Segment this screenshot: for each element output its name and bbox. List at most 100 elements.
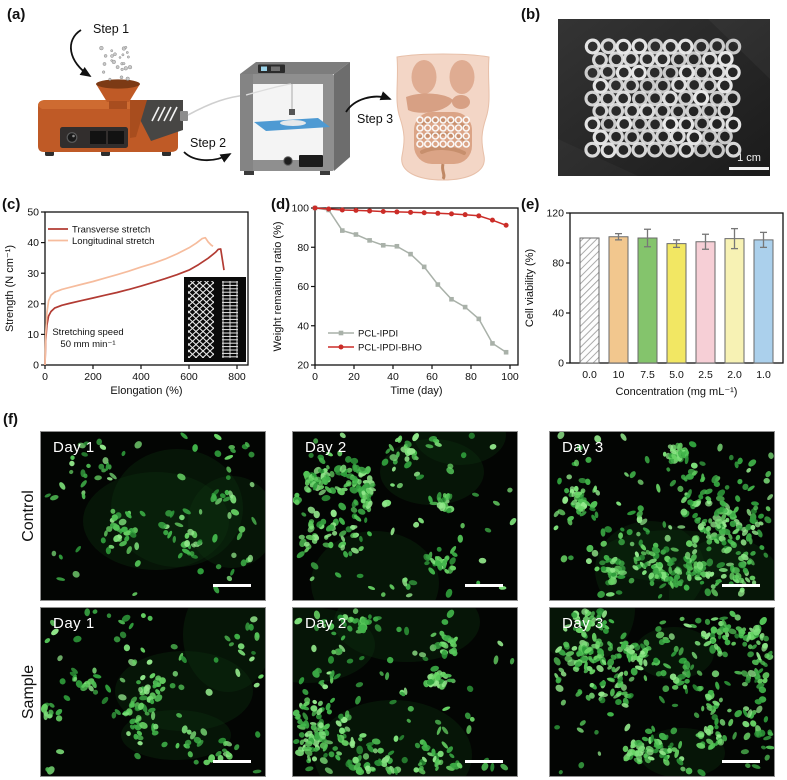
step2-arrow xyxy=(183,151,232,163)
row-label-control: Control xyxy=(20,490,37,542)
svg-text:10: 10 xyxy=(27,329,39,341)
extruder-illustration xyxy=(38,45,188,156)
step1-label: Step 1 xyxy=(93,22,130,36)
legend-entry: PCL-IPDI-BHO xyxy=(358,342,422,353)
micrograph-control-day1: Day 1 xyxy=(40,431,266,601)
svg-text:600: 600 xyxy=(180,371,198,383)
cell-viability-chart: 0 40 80 120 Concentration (mg mL⁻¹) Cell viab… xyxy=(524,208,784,398)
micrograph-scale-bar xyxy=(465,584,503,587)
micrograph-cells xyxy=(550,608,774,776)
y-axis-label: Weight remaining ratio (%) xyxy=(272,221,284,351)
micrograph-control-day3: Day 3 xyxy=(549,431,775,601)
printer-illustration xyxy=(240,62,350,175)
svg-text:0: 0 xyxy=(33,360,39,372)
legend-entry: Transverse stretch xyxy=(72,224,150,235)
svg-text:50: 50 xyxy=(27,207,39,219)
panel-e-label: (e) xyxy=(521,196,540,213)
bar-1.0 xyxy=(753,239,774,364)
micrograph-cells xyxy=(293,608,517,776)
pellet-stream xyxy=(99,45,133,81)
bar-0.0 xyxy=(579,237,600,364)
micrograph-scale-bar xyxy=(213,584,251,587)
hopper xyxy=(96,84,140,102)
legend-entry: Longitudinal stretch xyxy=(72,236,154,247)
panel-d-label: (d) xyxy=(271,196,291,213)
micrograph-sample-day2: Day 2 xyxy=(292,607,518,777)
body-illustration xyxy=(396,53,490,181)
category-label: 2.0 xyxy=(727,369,742,381)
bar-2.0 xyxy=(724,238,745,364)
svg-text:0: 0 xyxy=(558,358,564,370)
row-label-sample: Sample xyxy=(20,664,37,720)
svg-text:200: 200 xyxy=(84,371,102,383)
fabrication-schematic xyxy=(38,29,490,181)
micrograph-cells xyxy=(293,432,517,600)
category-label: 0.0 xyxy=(582,369,597,381)
printer-button xyxy=(283,156,293,166)
svg-text:20: 20 xyxy=(27,298,39,310)
day-label: Day 2 xyxy=(305,615,347,632)
extruder-knob xyxy=(66,132,78,143)
svg-text:20: 20 xyxy=(348,371,360,383)
svg-text:80: 80 xyxy=(465,371,477,383)
svg-text:40: 40 xyxy=(27,237,39,249)
implanted-mesh xyxy=(416,116,471,148)
micrograph-scale-bar xyxy=(722,760,760,763)
micrograph-sample-day1: Day 1 xyxy=(40,607,266,777)
micrograph-control-day2: Day 2 xyxy=(292,431,518,601)
step3-label: Step 3 xyxy=(357,112,394,126)
svg-text:120: 120 xyxy=(546,208,564,220)
scaffold-photo xyxy=(558,19,770,176)
svg-text:40: 40 xyxy=(387,371,399,383)
day-label: Day 1 xyxy=(53,439,95,456)
svg-text:0: 0 xyxy=(42,371,48,383)
svg-text:20: 20 xyxy=(297,360,309,372)
svg-text:800: 800 xyxy=(228,371,246,383)
x-axis-label: Elongation (%) xyxy=(110,385,182,397)
category-label: 7.5 xyxy=(640,369,655,381)
annotation-text: 50 mm min⁻¹ xyxy=(60,339,115,350)
svg-text:400: 400 xyxy=(132,371,150,383)
day-label: Day 1 xyxy=(53,615,95,632)
micrograph-scale-bar xyxy=(213,760,251,763)
svg-text:80: 80 xyxy=(297,242,309,254)
annotation-text: Stretching speed xyxy=(52,327,123,338)
day-label: Day 3 xyxy=(562,439,604,456)
series-transverse-stretch xyxy=(44,248,225,366)
category-label: 1.0 xyxy=(756,369,771,381)
y-axis-label: Cell viability (%) xyxy=(524,249,536,327)
step2-label: Step 2 xyxy=(190,136,227,150)
plot-box xyxy=(44,211,249,366)
photo-scale-bar xyxy=(729,167,769,170)
micrograph-cells xyxy=(41,432,265,600)
svg-text:80: 80 xyxy=(552,258,564,270)
legend-entry: PCL-IPDI xyxy=(358,328,398,339)
panel-f-label: (f) xyxy=(3,411,18,428)
micrograph-sample-day3: Day 3 xyxy=(549,607,775,777)
bar-7.5 xyxy=(637,237,658,364)
day-label: Day 2 xyxy=(305,439,347,456)
extruder-outlet xyxy=(180,111,188,121)
step1-arrow xyxy=(70,29,92,77)
svg-text:100: 100 xyxy=(501,371,519,383)
micrograph-cells xyxy=(550,432,774,600)
stress-strain-chart: 0 200 400 600 800 0 10 20 30 40 50 Elongation (%) St… xyxy=(4,207,249,397)
svg-text:0: 0 xyxy=(312,371,318,383)
category-label: 2.5 xyxy=(698,369,713,381)
photo-scale-label: 1 cm xyxy=(737,152,761,164)
x-axis-label: Time (day) xyxy=(390,385,442,397)
bar-10 xyxy=(608,236,629,364)
panel-b-label: (b) xyxy=(521,6,541,23)
y-axis-label: Strength (N cm⁻¹) xyxy=(4,245,16,332)
svg-text:100: 100 xyxy=(291,203,309,215)
filament-line xyxy=(187,94,247,116)
panel-c-label: (c) xyxy=(2,196,21,213)
svg-text:60: 60 xyxy=(297,281,309,293)
panel-a-label: (a) xyxy=(7,6,26,23)
svg-text:30: 30 xyxy=(27,268,39,280)
bar-5.0 xyxy=(666,243,687,364)
step3-arrow xyxy=(345,91,392,113)
stretched-mesh-inset xyxy=(184,277,246,362)
